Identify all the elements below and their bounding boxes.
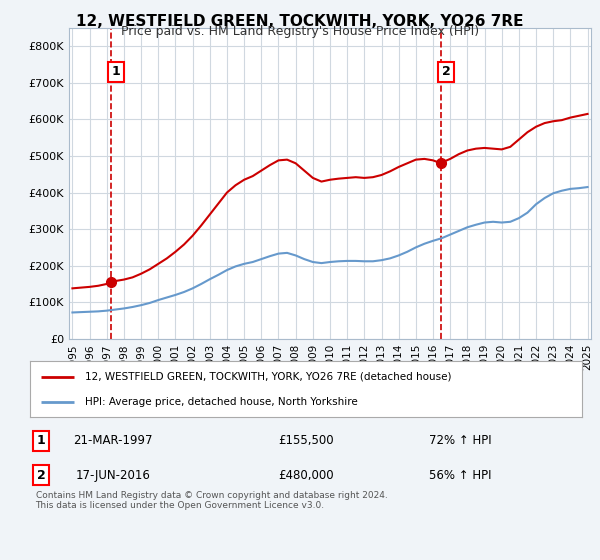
Text: 21-MAR-1997: 21-MAR-1997 xyxy=(73,435,152,447)
Text: 12, WESTFIELD GREEN, TOCKWITH, YORK, YO26 7RE (detached house): 12, WESTFIELD GREEN, TOCKWITH, YORK, YO2… xyxy=(85,372,452,382)
Text: 72% ↑ HPI: 72% ↑ HPI xyxy=(429,435,492,447)
Text: 12, WESTFIELD GREEN, TOCKWITH, YORK, YO26 7RE: 12, WESTFIELD GREEN, TOCKWITH, YORK, YO2… xyxy=(76,14,524,29)
Text: 2: 2 xyxy=(37,469,46,482)
Text: 1: 1 xyxy=(37,435,46,447)
Text: 2: 2 xyxy=(442,66,451,78)
Text: Contains HM Land Registry data © Crown copyright and database right 2024.
This d: Contains HM Land Registry data © Crown c… xyxy=(35,491,387,511)
Text: £480,000: £480,000 xyxy=(278,469,334,482)
Text: 1: 1 xyxy=(112,66,120,78)
Text: Price paid vs. HM Land Registry's House Price Index (HPI): Price paid vs. HM Land Registry's House … xyxy=(121,25,479,38)
Text: 56% ↑ HPI: 56% ↑ HPI xyxy=(430,469,492,482)
Text: 17-JUN-2016: 17-JUN-2016 xyxy=(76,469,150,482)
Text: HPI: Average price, detached house, North Yorkshire: HPI: Average price, detached house, Nort… xyxy=(85,396,358,407)
Text: £155,500: £155,500 xyxy=(278,435,334,447)
